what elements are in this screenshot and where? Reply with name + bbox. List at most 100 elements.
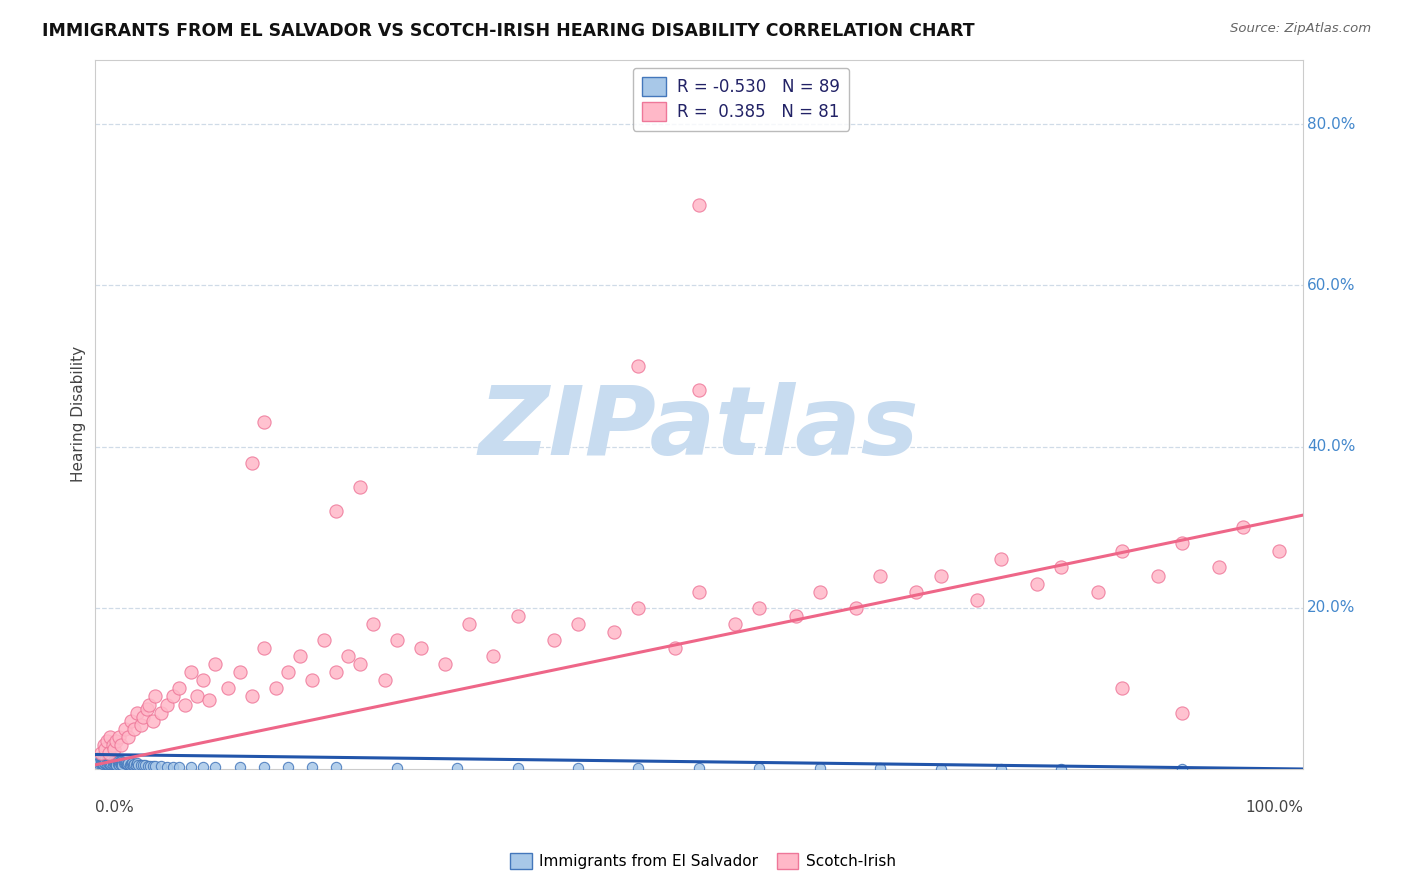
- Legend: R = -0.530   N = 89, R =  0.385   N = 81: R = -0.530 N = 89, R = 0.385 N = 81: [633, 68, 849, 130]
- Point: [228, 665, 250, 680]
- Point: [96, 757, 118, 772]
- Point: [103, 742, 125, 756]
- Point: [94, 742, 117, 756]
- Point: [86, 754, 108, 768]
- Text: IMMIGRANTS FROM EL SALVADOR VS SCOTCH-IRISH HEARING DISABILITY CORRELATION CHART: IMMIGRANTS FROM EL SALVADOR VS SCOTCH-IR…: [42, 22, 974, 40]
- Point: [567, 761, 589, 775]
- Point: [627, 359, 650, 373]
- Point: [115, 757, 138, 772]
- Point: [136, 758, 159, 772]
- Point: [314, 633, 336, 648]
- Point: [124, 758, 146, 772]
- Point: [110, 738, 132, 752]
- Text: 20.0%: 20.0%: [1308, 600, 1355, 615]
- Point: [124, 757, 146, 772]
- Point: [104, 757, 127, 772]
- Point: [93, 756, 115, 770]
- Point: [193, 759, 215, 773]
- Point: [96, 733, 118, 747]
- Point: [98, 753, 121, 767]
- Point: [98, 730, 121, 744]
- Point: [603, 624, 626, 639]
- Point: [204, 760, 226, 774]
- Point: [1232, 520, 1254, 534]
- Text: ZIPatlas: ZIPatlas: [478, 382, 920, 475]
- Point: [217, 681, 239, 696]
- Point: [93, 738, 115, 752]
- Point: [105, 758, 128, 772]
- Point: [129, 717, 152, 731]
- Point: [845, 600, 868, 615]
- Point: [264, 681, 287, 696]
- Point: [253, 416, 276, 430]
- Point: [134, 758, 156, 772]
- Point: [101, 757, 124, 772]
- Point: [107, 757, 129, 772]
- Text: 60.0%: 60.0%: [1308, 277, 1355, 293]
- Point: [204, 657, 226, 672]
- Point: [118, 758, 141, 772]
- Point: [446, 761, 468, 775]
- Point: [93, 752, 115, 766]
- Point: [94, 751, 117, 765]
- Point: [506, 608, 529, 623]
- Point: [87, 756, 110, 770]
- Point: [135, 701, 157, 715]
- Point: [121, 756, 143, 771]
- Point: [253, 641, 276, 656]
- Point: [138, 698, 160, 712]
- Point: [688, 383, 710, 397]
- Text: 40.0%: 40.0%: [1308, 439, 1355, 454]
- Point: [543, 633, 565, 648]
- Point: [180, 759, 202, 773]
- Point: [240, 690, 263, 704]
- Point: [325, 665, 347, 680]
- Point: [929, 762, 952, 776]
- Point: [108, 756, 131, 770]
- Point: [124, 722, 146, 736]
- Point: [253, 760, 276, 774]
- Point: [105, 755, 128, 769]
- Point: [122, 758, 145, 772]
- Point: [101, 754, 124, 768]
- Point: [90, 746, 112, 760]
- Point: [1171, 762, 1194, 776]
- Point: [361, 616, 384, 631]
- Point: [142, 714, 165, 728]
- Point: [966, 592, 988, 607]
- Point: [98, 757, 121, 772]
- Point: [228, 760, 250, 774]
- Point: [139, 758, 162, 772]
- Point: [96, 750, 118, 764]
- Point: [167, 681, 190, 696]
- Point: [156, 698, 179, 712]
- Point: [198, 693, 221, 707]
- Point: [1147, 568, 1170, 582]
- Point: [808, 584, 831, 599]
- Point: [627, 600, 650, 615]
- Point: [110, 754, 132, 768]
- Point: [132, 709, 155, 723]
- Point: [97, 752, 120, 766]
- Point: [110, 758, 132, 772]
- Text: 100.0%: 100.0%: [1246, 799, 1303, 814]
- Point: [103, 756, 125, 771]
- Point: [1050, 560, 1073, 574]
- Point: [100, 756, 122, 770]
- Point: [929, 568, 952, 582]
- Point: [785, 608, 807, 623]
- Point: [385, 761, 408, 775]
- Point: [143, 690, 166, 704]
- Point: [688, 761, 710, 775]
- Point: [301, 760, 323, 774]
- Point: [180, 665, 202, 680]
- Point: [349, 480, 371, 494]
- Point: [277, 665, 299, 680]
- Point: [1171, 536, 1194, 550]
- Point: [98, 756, 121, 771]
- Point: [1171, 706, 1194, 720]
- Point: [90, 756, 112, 770]
- Point: [1208, 560, 1230, 574]
- Point: [1026, 576, 1049, 591]
- Point: [117, 756, 139, 771]
